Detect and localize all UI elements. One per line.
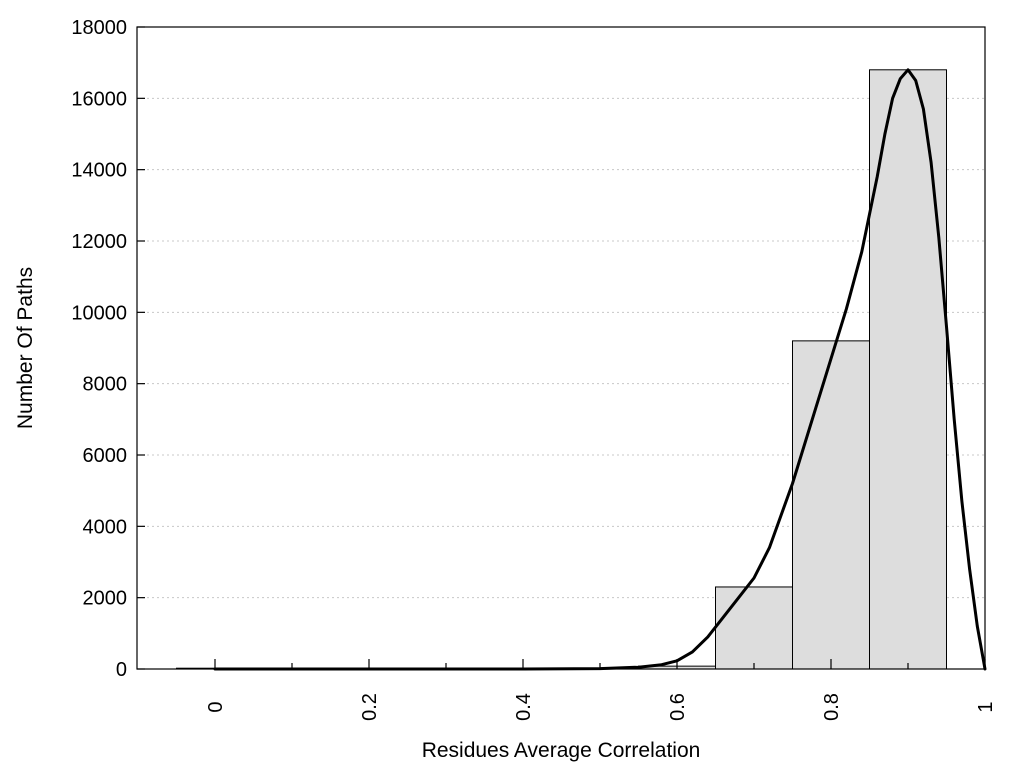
x-axis-title: Residues Average Correlation [422,739,701,762]
x-tick-label: 0.8 [821,693,843,721]
x-tick-label: 0.4 [513,693,535,721]
y-tick-label: 6000 [83,445,128,467]
y-tick-label: 8000 [83,374,128,396]
x-tick-label: 0.2 [359,693,381,721]
y-tick-label: 14000 [71,160,127,182]
y-tick-label: 4000 [83,516,128,538]
fit-curve-layer [213,68,987,671]
y-tick-label: 16000 [71,88,127,110]
y-axis-title: Number Of Paths [14,267,37,429]
fit-curve [213,68,987,671]
x-tick-label: 1 [975,701,997,712]
histogram-bar [869,69,947,670]
y-tick-label: 2000 [83,588,128,610]
y-tick-label: 0 [116,659,127,681]
y-tick-label: 18000 [71,17,127,39]
histogram-bar [715,586,793,670]
y-tick-label: 12000 [71,231,127,253]
x-tick-label: 0.6 [667,693,689,721]
histogram-bar [792,340,870,670]
axis-ticks: 0 2000 4000 6000 8000 10000 12000 14000 16000 180… [71,17,997,721]
plot-frame [136,26,986,670]
histogram-bars [176,69,947,670]
y-tick-label: 10000 [71,302,127,324]
x-tick-label: 0 [205,701,227,712]
